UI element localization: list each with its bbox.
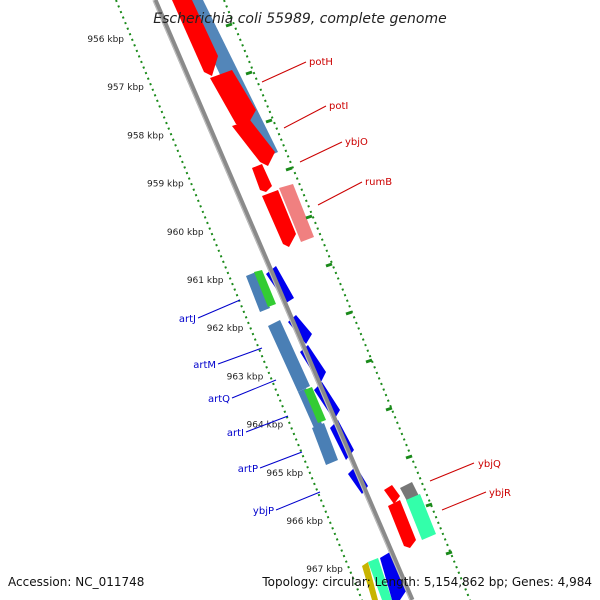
gene-ybjO[interactable]: [232, 120, 275, 166]
gene-label-rumB: rumB: [365, 177, 392, 188]
kbp-label: 957 kbp: [107, 83, 144, 93]
kbp-label: 962 kbp: [207, 324, 244, 334]
genome-summary-text: Topology: circular; Length: 5,154,862 bp…: [261, 575, 592, 589]
gene-label-artI: artI: [227, 428, 244, 439]
kbp-label: 967 kbp: [306, 565, 343, 575]
gene-artJ-steel[interactable]: [246, 272, 270, 312]
gene-leaders: [197, 61, 487, 511]
gene-rumB[interactable]: [279, 184, 314, 242]
gene-potI[interactable]: [210, 70, 256, 128]
kbp-label: 956 kbp: [87, 35, 124, 45]
kbp-label: 961 kbp: [187, 276, 224, 286]
gene-label-artQ: artQ: [208, 394, 230, 405]
gene-label-potH: potH: [309, 57, 333, 68]
gene-label-artP: artP: [238, 464, 258, 475]
kbp-label: 958 kbp: [127, 131, 164, 141]
gene-label-ybjP: ybjP: [253, 506, 274, 517]
gene-ybjQ[interactable]: [384, 485, 400, 504]
gene-red-lower[interactable]: [262, 190, 296, 247]
gene-ybjO-b[interactable]: [252, 164, 272, 192]
gene-bottom-yellow[interactable]: [362, 562, 378, 600]
gene-label-ybjO: ybjO: [345, 137, 368, 148]
gene-label-potI: potI: [329, 101, 348, 112]
gene-bottom-aqua[interactable]: [368, 558, 392, 600]
kbp-label: 966 kbp: [286, 517, 323, 527]
genome-backbone-highlight: [152, 0, 411, 600]
kbp-label: 965 kbp: [266, 469, 303, 479]
gene-artI-steel[interactable]: [312, 423, 338, 465]
gene-artQ-green[interactable]: [304, 387, 326, 423]
gene-label-ybjQ: ybjQ: [478, 459, 501, 470]
gene-potH[interactable]: [172, 0, 218, 76]
gene-artM-steel[interactable]: [268, 320, 310, 392]
gene-label-ybjR: ybjR: [489, 488, 511, 499]
accession-text: Accession: NC_011748: [8, 575, 144, 589]
gene-ybjR-red[interactable]: [388, 500, 416, 548]
kbp-label: 964 kbp: [247, 421, 284, 431]
gene-label-artM: artM: [193, 360, 216, 371]
kbp-labels: 956 kbp 957 kbp 958 kbp 959 kbp 960 kbp 961 k…: [87, 35, 343, 575]
gene-bottom-blue[interactable]: [380, 552, 408, 600]
kbp-label: 959 kbp: [147, 180, 184, 190]
kbp-label: 960 kbp: [167, 228, 204, 238]
tick-marks: [225, 22, 453, 556]
map-title: Escherichia coli 55989, complete genome: [153, 11, 446, 27]
gene-blocks: [172, 0, 436, 600]
kbp-label: 963 kbp: [227, 372, 264, 382]
right-dotted-track: [223, 0, 471, 600]
gene-label-artJ: artJ: [179, 314, 196, 325]
genome-backbone: [152, 0, 415, 600]
gene-artJ-green[interactable]: [254, 270, 276, 307]
gene-ybjR-aqua[interactable]: [406, 494, 436, 540]
